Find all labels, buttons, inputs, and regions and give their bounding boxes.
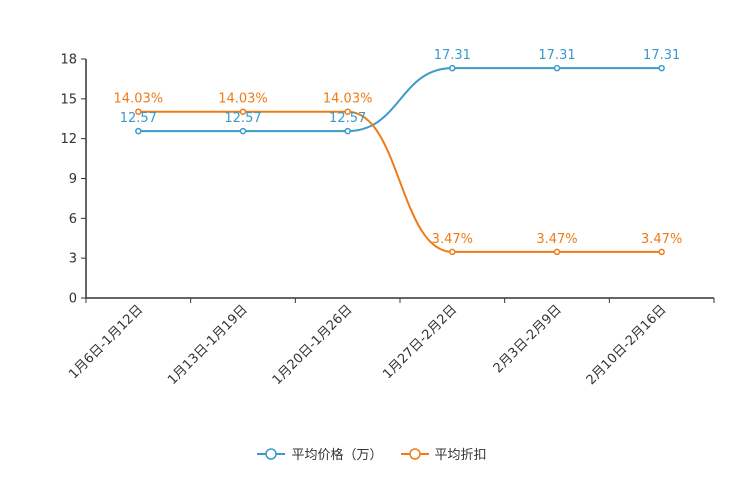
data-point [553, 64, 561, 72]
y-tick-label: 3 [69, 252, 77, 267]
series-line-avg-discount [138, 110, 662, 253]
data-point [344, 108, 351, 115]
data-label: 14.03% [323, 92, 373, 107]
y-tick-label: 12 [60, 132, 77, 147]
y-tick-label: 0 [69, 292, 77, 307]
data-label: 12.57 [120, 111, 157, 126]
data-label: 14.03% [218, 92, 268, 107]
legend-label: 平均折扣 [434, 448, 487, 463]
data-point [135, 127, 142, 135]
legend-line-icon [257, 447, 286, 460]
data-label: 12.57 [329, 111, 366, 126]
data-label: 14.03% [114, 92, 164, 107]
legend-item-avg-price[interactable]: 平均价格（万） [257, 444, 383, 463]
x-tick-label: 1月6日-1月12日 [66, 302, 146, 382]
y-tick-label: 6 [69, 212, 77, 227]
data-point [449, 64, 456, 72]
legend-label: 平均价格（万） [291, 448, 383, 463]
data-label: 12.57 [224, 111, 261, 126]
x-tick-label: 2月10日-2月16日 [584, 302, 670, 388]
data-label: 3.47% [432, 232, 473, 247]
line-chart: 0 3 6 9 12 15 18 1月6日-1月12日 1月13日-1月19日 1月20日-1月2… [60, 48, 715, 388]
data-point [553, 248, 561, 256]
legend-item-avg-discount[interactable]: 平均折扣 [400, 444, 487, 463]
data-point [239, 127, 247, 135]
x-tick-label: 1月27日-2月2日 [380, 302, 460, 382]
data-point [135, 108, 142, 115]
data-label: 17.31 [538, 48, 575, 63]
data-point [449, 248, 456, 256]
data-label: 17.31 [434, 48, 471, 63]
data-label: 3.47% [641, 232, 682, 247]
data-point [658, 248, 665, 256]
data-point [658, 64, 665, 72]
y-tick-label: 18 [60, 53, 77, 68]
data-label: 3.47% [536, 232, 577, 247]
data-label: 17.31 [643, 48, 680, 63]
data-point [344, 127, 351, 135]
y-tick-label: 9 [69, 172, 77, 187]
x-tick-label: 1月20日-1月26日 [270, 302, 356, 388]
legend-line-icon [400, 447, 429, 460]
legend: 平均价格（万） 平均折扣 [0, 444, 744, 463]
data-point [239, 108, 247, 115]
y-tick-label: 15 [60, 92, 77, 107]
x-tick-label: 1月13日-1月19日 [165, 302, 251, 388]
x-tick-label: 2月3日-2月9日 [491, 302, 565, 376]
series-line-avg-price [138, 67, 662, 133]
